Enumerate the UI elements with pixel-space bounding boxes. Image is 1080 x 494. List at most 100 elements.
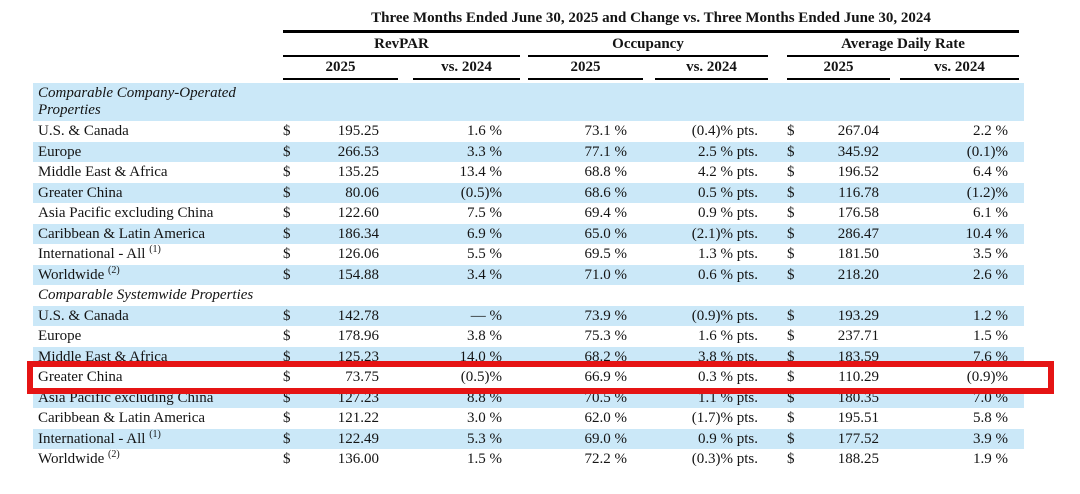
occupancy-2025-value: 77.1 % (584, 143, 628, 160)
row-label: Worldwide (2) (33, 265, 283, 286)
table-row: Asia Pacific excluding China $127.23 8.8 %… (33, 387, 1024, 409)
occupancy-2025-value: 68.8 % (584, 164, 628, 180)
revpar-2025-value: 186.34 (337, 225, 379, 242)
row-label-text: Greater China (38, 184, 123, 201)
adr-2025-value: 181.50 (837, 246, 879, 262)
column-gap (520, 224, 528, 245)
revpar-2025-value: 136.00 (337, 451, 379, 467)
occupancy-vs-2024-value: 0.6 % pts. (698, 266, 758, 283)
row-label: Caribbean & Latin America (33, 224, 283, 245)
subcolumn-adr-2025: 2025 (787, 59, 890, 80)
adr-2025-value: 267.04 (837, 123, 879, 139)
footnote-marker: (1) (149, 244, 161, 255)
column-gap (520, 449, 528, 470)
revpar-vs-2024-value: 3.3 % (467, 143, 502, 160)
row-label: Greater China (33, 367, 283, 388)
row-label-text: U.S. & Canada (38, 123, 129, 139)
currency-symbol: $ (787, 410, 795, 426)
adr-2025-value: 110.29 (838, 369, 879, 385)
adr-2025-value: 195.51 (837, 410, 879, 426)
adr-vs-2024-value: (1.2)% (966, 184, 1008, 201)
revpar-vs-2024-value: 5.3 % (467, 430, 502, 447)
column-gap (520, 265, 528, 286)
column-gap (520, 59, 528, 80)
column-gap (768, 306, 787, 327)
subcolumn-occupancy-2025: 2025 (528, 59, 643, 80)
currency-symbol: $ (283, 205, 291, 221)
table-row: Greater China $80.06 (0.5)% 68.6 % 0.5 % pts… (33, 182, 1024, 204)
currency-symbol: $ (787, 430, 795, 447)
row-label: Greater China (33, 183, 283, 204)
table-body: Comparable Company-Operated Properties U.… (0, 83, 1080, 470)
currency-symbol: $ (283, 430, 291, 447)
adr-vs-2024-value: 3.9 % (973, 430, 1008, 447)
adr-vs-2024-value: (0.9)% (966, 369, 1008, 385)
row-label: U.S. & Canada (33, 121, 283, 142)
column-gap (520, 326, 528, 347)
revpar-2025-value: 122.60 (337, 205, 379, 221)
revpar-vs-2024-value: 13.4 % (459, 164, 503, 180)
adr-vs-2024-value: 10.4 % (965, 225, 1009, 242)
column-gap (768, 59, 787, 80)
subcolumn-revpar-2025: 2025 (283, 59, 398, 80)
currency-symbol: $ (283, 266, 291, 283)
table-row: International - All (1) $122.49 5.3 % 69.0 … (33, 428, 1024, 450)
revpar-vs-2024-value: 6.9 % (467, 225, 502, 242)
row-label: U.S. & Canada (33, 306, 283, 327)
table-row: Asia Pacific excluding China $122.60 7.5 %… (33, 203, 1024, 224)
section-header-row: Comparable Company-Operated Properties (33, 83, 1024, 121)
adr-vs-2024-value: 6.4 % (973, 164, 1008, 180)
table-row: Middle East & Africa $135.25 13.4 % 68.8 % 4… (33, 162, 1024, 183)
row-label: International - All (1) (33, 429, 283, 450)
row-label: Middle East & Africa (33, 162, 283, 183)
row-label-text: Worldwide (38, 266, 105, 283)
occupancy-vs-2024-value: (0.9)% pts. (691, 307, 758, 324)
occupancy-2025-value: 66.9 % (584, 369, 628, 385)
column-gap (520, 367, 528, 388)
column-gap (520, 36, 528, 57)
currency-symbol: $ (787, 205, 795, 221)
occupancy-vs-2024-value: (0.4)% pts. (691, 123, 758, 139)
currency-symbol: $ (283, 184, 291, 201)
currency-symbol: $ (283, 369, 291, 385)
revpar-vs-2024-value: 3.4 % (467, 266, 502, 283)
revpar-vs-2024-value: (0.5)% (460, 369, 502, 385)
table-row: Caribbean & Latin America $121.22 3.0 % 62.… (33, 408, 1024, 429)
column-group-occupancy: Occupancy (528, 36, 768, 57)
adr-2025-value: 218.20 (837, 266, 879, 283)
occupancy-2025-value: 71.0 % (584, 266, 628, 283)
row-label-text: Caribbean & Latin America (38, 410, 206, 426)
revpar-2025-value: 135.25 (337, 164, 379, 180)
footnote-marker: (2) (108, 264, 120, 276)
occupancy-vs-2024-value: (2.1)% pts. (691, 225, 758, 242)
revpar-vs-2024-value: — % (470, 307, 502, 324)
currency-symbol: $ (283, 123, 291, 139)
occupancy-2025-value: 69.4 % (584, 205, 628, 221)
column-group-header-row: RevPAR Occupancy Average Daily Rate (33, 36, 1043, 57)
occupancy-vs-2024-value: 4.2 % pts. (698, 164, 758, 180)
column-gap (398, 59, 413, 80)
row-label-text: Greater China (38, 369, 123, 385)
occupancy-vs-2024-value: 3.8 % pts. (698, 348, 758, 365)
revpar-vs-2024-value: 5.5 % (467, 246, 502, 262)
table-row: Caribbean & Latin America $186.34 6.9 % 65.… (33, 223, 1024, 245)
occupancy-vs-2024-value: 1.6 % pts. (698, 328, 758, 344)
revpar-2025-value: 121.22 (337, 410, 379, 426)
occupancy-2025-value: 75.3 % (584, 328, 628, 344)
occupancy-2025-value: 70.5 % (584, 389, 628, 406)
revpar-vs-2024-value: 8.8 % (467, 389, 502, 406)
revpar-2025-value: 122.49 (337, 430, 379, 447)
currency-symbol: $ (283, 225, 291, 242)
adr-vs-2024-value: 2.2 % (973, 123, 1008, 139)
table-row: Greater China $73.75 (0.5)% 66.9 % 0.3 % pts… (27, 361, 1054, 394)
row-label: Europe (33, 326, 283, 347)
column-gap (520, 347, 528, 368)
table-row: Worldwide (2) $154.88 3.4 % 71.0 % 0.6 % pts… (33, 264, 1024, 286)
row-label-text: Middle East & Africa (38, 164, 168, 180)
column-gap (520, 388, 528, 409)
table-row: International - All (1) $126.06 5.5 % 69.5 … (33, 244, 1024, 265)
occupancy-2025-value: 69.5 % (584, 246, 628, 262)
subcolumn-adr-vs-2024: vs. 2024 (900, 59, 1019, 80)
column-gap (768, 347, 787, 368)
occupancy-2025-value: 68.6 % (584, 184, 628, 201)
